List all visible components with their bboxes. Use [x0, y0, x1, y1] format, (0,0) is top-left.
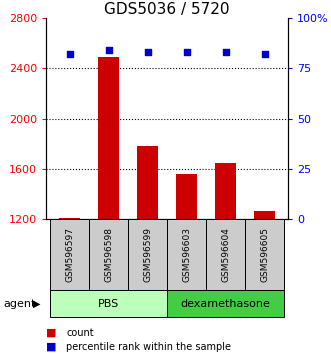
Text: GSM596604: GSM596604: [221, 227, 230, 282]
Bar: [167, 219, 206, 290]
Point: [223, 49, 228, 55]
Point: [106, 47, 111, 53]
Bar: [176, 174, 197, 219]
Bar: [206, 219, 245, 290]
Text: PBS: PBS: [98, 298, 119, 309]
Bar: [245, 219, 284, 290]
Bar: [215, 163, 236, 219]
Text: GSM596599: GSM596599: [143, 227, 152, 282]
Text: count: count: [66, 328, 94, 338]
Bar: [98, 57, 119, 219]
Text: GSM596597: GSM596597: [65, 227, 74, 282]
Bar: [50, 290, 167, 317]
Point: [67, 51, 72, 57]
Bar: [128, 219, 167, 290]
Point: [145, 49, 150, 55]
Bar: [254, 211, 275, 219]
Bar: [50, 219, 89, 290]
Bar: [167, 290, 284, 317]
Text: GSM596603: GSM596603: [182, 227, 191, 282]
Point: [262, 51, 267, 57]
Title: GDS5036 / 5720: GDS5036 / 5720: [104, 1, 230, 17]
Text: dexamethasone: dexamethasone: [181, 298, 270, 309]
Text: GSM596598: GSM596598: [104, 227, 113, 282]
Text: GSM596605: GSM596605: [260, 227, 269, 282]
Point: [184, 49, 189, 55]
Text: percentile rank within the sample: percentile rank within the sample: [66, 342, 231, 352]
Text: ■: ■: [46, 328, 57, 338]
Text: ■: ■: [46, 342, 57, 352]
Bar: [137, 146, 159, 219]
Text: ▶: ▶: [33, 298, 41, 309]
Bar: [59, 218, 80, 219]
Bar: [89, 219, 128, 290]
Text: agent: agent: [3, 298, 36, 309]
